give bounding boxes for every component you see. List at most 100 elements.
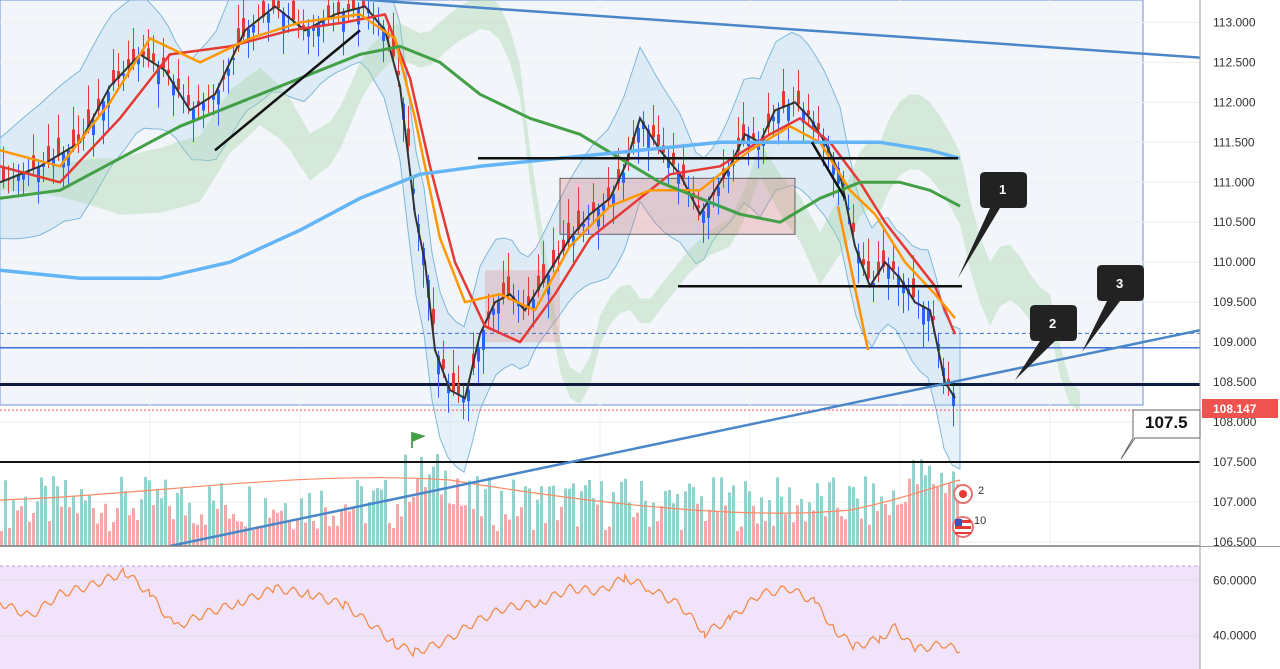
- volume-bar: [124, 491, 127, 546]
- volume-bar: [444, 470, 447, 546]
- candle-body: [67, 150, 70, 166]
- cloud-segment-bullish: [720, 218, 730, 251]
- volume-bar: [752, 505, 755, 546]
- candle-body: [282, 11, 285, 31]
- event-badge-japan-icon[interactable]: [953, 484, 973, 504]
- trendline[interactable]: [214, 29, 361, 152]
- volume-bar: [864, 476, 867, 546]
- candle-body: [537, 275, 540, 291]
- volume-bar: [920, 459, 923, 546]
- callout-3[interactable]: 3: [1082, 265, 1144, 352]
- candle-body: [612, 193, 615, 205]
- rsi-tick-label: 60.0000: [1213, 573, 1257, 587]
- candle-body: [567, 223, 570, 244]
- volume-bar: [808, 502, 811, 546]
- target-label[interactable]: 107.5: [1120, 409, 1201, 460]
- cloud-segment-bullish: [150, 148, 160, 214]
- volume-bar: [76, 513, 79, 546]
- candle-body: [592, 202, 595, 213]
- price-axis[interactable]: [1200, 0, 1280, 546]
- volume-bar: [516, 516, 519, 546]
- volume-bar: [352, 506, 355, 546]
- volume-bar: [236, 521, 239, 546]
- last-price-value: 108.147: [1213, 402, 1257, 416]
- volume-bar: [856, 498, 859, 546]
- cloud-segment-bullish: [180, 138, 190, 208]
- trendline[interactable]: [836, 205, 870, 351]
- volume-bar: [404, 454, 407, 546]
- candle-body: [587, 217, 590, 220]
- candle-body: [952, 393, 955, 407]
- rsi-grid: [0, 579, 1200, 637]
- cloud-segment-bullish: [810, 214, 820, 285]
- volume-bar: [844, 519, 847, 546]
- candle-body: [897, 274, 900, 287]
- price-tick-label: 113.000: [1213, 15, 1256, 29]
- volume-bar: [112, 522, 115, 546]
- price-tick-label: 112.000: [1213, 95, 1256, 109]
- cloud-segment-bullish: [970, 199, 980, 303]
- candle-body: [922, 305, 925, 325]
- candle-body: [562, 239, 565, 252]
- rsi-axis[interactable]: [1201, 547, 1280, 669]
- cloud-segment-bullish: [550, 282, 560, 372]
- cloud-segment-bullish: [80, 159, 90, 205]
- volume-bar: [260, 526, 263, 546]
- cloud-segment-bullish: [930, 102, 940, 191]
- cloud-segment-bullish: [940, 116, 950, 207]
- volume-bar: [272, 509, 275, 546]
- volume-bar: [308, 492, 311, 546]
- cloud-segment-bullish: [140, 150, 150, 214]
- volume-bar: [312, 520, 315, 546]
- event-badge-us-icon[interactable]: [952, 516, 974, 538]
- volume-bar: [940, 472, 943, 546]
- candle-body: [617, 169, 620, 184]
- cloud-segment-bullish: [510, 28, 520, 99]
- volume-bar: [860, 518, 863, 546]
- candle-body: [142, 51, 145, 56]
- volume-bar: [724, 505, 727, 546]
- candle-body: [722, 168, 725, 180]
- volume-bar: [12, 500, 15, 546]
- volume-bar: [208, 486, 211, 546]
- cloud-segment-bullish: [260, 67, 270, 133]
- volume-bar: [248, 486, 251, 546]
- range-zone-box[interactable]: [559, 177, 796, 235]
- volume-bar: [180, 487, 183, 546]
- volume-bar: [224, 504, 227, 546]
- volume-bar: [72, 495, 75, 546]
- cloud-segment-bullish: [770, 158, 780, 214]
- candle-body: [437, 355, 440, 375]
- callout-1[interactable]: 1: [958, 172, 1027, 278]
- candle-body: [772, 116, 775, 122]
- cloud-segment-bullish: [100, 158, 110, 212]
- flag-icon[interactable]: [411, 432, 426, 448]
- candle-body: [432, 308, 435, 324]
- volume-bar: [772, 525, 775, 546]
- horizontal-levels[interactable]: [0, 332, 1200, 464]
- candle-body: [197, 100, 200, 106]
- candle-body: [357, 8, 360, 25]
- volume-bar: [908, 478, 911, 546]
- volume-bar: [556, 520, 559, 546]
- candle-body: [492, 308, 495, 315]
- volume-bar: [268, 517, 271, 546]
- event-badge-count-1: 2: [978, 485, 984, 497]
- cloud-segment-bullish: [660, 273, 670, 311]
- volume-bar: [368, 501, 371, 546]
- candle-body: [882, 250, 885, 268]
- volume-bar: [316, 528, 319, 546]
- price-line: [0, 5, 956, 400]
- volume-bar: [932, 484, 935, 546]
- callout-2[interactable]: 2: [1015, 305, 1077, 380]
- volume-bar: [60, 506, 63, 546]
- cloud-segment-bullish: [440, 13, 450, 57]
- target-label-text: 107.5: [1145, 413, 1188, 432]
- candle-body: [542, 264, 545, 283]
- trendline[interactable]: [810, 141, 847, 199]
- cloud-segment-bullish: [310, 127, 320, 181]
- volume-bar: [700, 496, 703, 546]
- candle-body: [212, 96, 215, 100]
- trendline[interactable]: [0, 0, 1200, 59]
